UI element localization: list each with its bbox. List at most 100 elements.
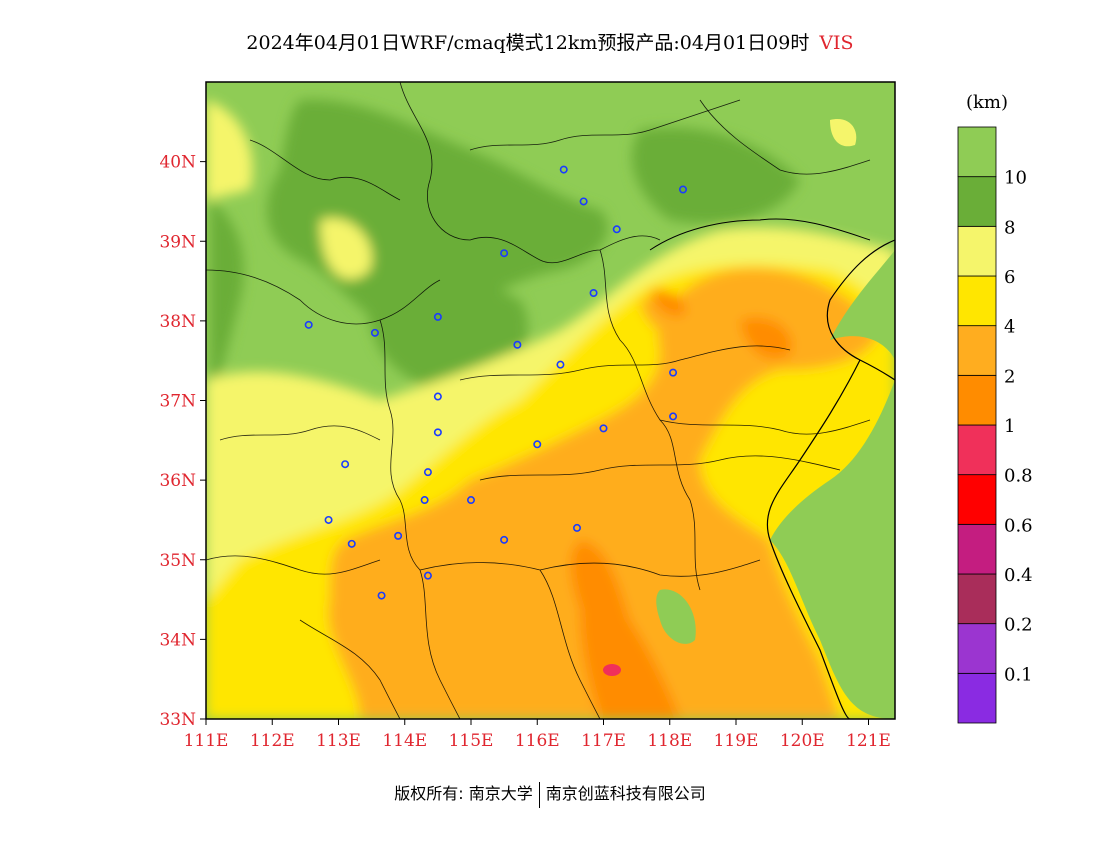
station-marker [559, 165, 568, 174]
longitude-axis: 111E 112E 113E 114E 115E 116E 117E 118E 119E 120E… [184, 719, 891, 751]
station-marker [500, 535, 509, 544]
colorbar-label: 0.6 [1004, 515, 1033, 536]
station-marker [423, 468, 432, 477]
lat-tick-label: 38N [159, 312, 196, 332]
field-small-yellow-ne [830, 119, 857, 147]
colorbar-swatch [957, 523, 997, 575]
coastline [766, 239, 895, 719]
lat-tick-label: 35N [159, 551, 196, 571]
lon-tick-label: 111E [184, 731, 229, 751]
footer: 版权所有: 南京大学 南京创蓝科技有限公司 [0, 780, 1100, 808]
colorbar-label: 1 [1004, 416, 1015, 437]
field-light-yellow-west [300, 455, 352, 510]
bohai-coast [649, 218, 871, 251]
lat-tick-label: 37N [159, 392, 196, 412]
colorbar-label: 4 [1004, 317, 1015, 338]
field-light-yellow-north [320, 218, 372, 280]
colorbar-label: 0.1 [1004, 664, 1033, 685]
station-marker [433, 428, 442, 437]
colorbar-swatch [957, 672, 997, 724]
lon-tick-label: 121E [846, 731, 891, 751]
colorbar-label: 8 [1004, 217, 1015, 238]
footer-copyright: 版权所有: 南京大学 [394, 784, 533, 803]
colorbar-unit: (km) [966, 92, 1008, 113]
station-marker [341, 460, 350, 469]
field-dark-green-west [210, 200, 244, 400]
field-dark-orange-spot [650, 289, 686, 317]
colorbar-swatch [957, 374, 997, 426]
station-marker [433, 392, 442, 401]
title-variable: VIS [819, 32, 854, 54]
field-dark-green-center [366, 250, 528, 393]
lon-tick-label: 118E [647, 731, 692, 751]
footer-separator [538, 781, 540, 808]
sea-area-east [770, 380, 895, 719]
lon-tick-label: 120E [780, 731, 825, 751]
colorbar-swatch [957, 573, 997, 625]
lat-tick-label: 39N [159, 232, 196, 252]
admin-boundaries [206, 82, 871, 719]
lon-tick-label: 114E [382, 731, 427, 751]
visibility-field [206, 82, 895, 719]
field-dark-green-ne [631, 127, 800, 224]
station-marker [533, 440, 542, 449]
colorbar-swatch [957, 623, 997, 674]
station-marker [579, 197, 588, 206]
station-marker [377, 591, 386, 600]
field-low-vis-spot [603, 664, 621, 676]
title-main: 2024年04月01日WRF/cmaq模式12km预报产品:04月01日09时 [246, 32, 810, 54]
field-dark-orange-south [570, 540, 680, 719]
lat-tick-label: 40N [159, 153, 196, 173]
lat-tick-label: 34N [159, 630, 196, 650]
colorbar-label: 10 [1004, 168, 1027, 189]
lon-tick-label: 113E [316, 731, 361, 751]
colorbar-label: 0.4 [1004, 565, 1033, 586]
lon-tick-label: 116E [515, 731, 560, 751]
lon-tick-label: 112E [250, 731, 295, 751]
station-marker [669, 368, 678, 377]
lon-tick-label: 117E [581, 731, 626, 751]
lat-tick-label: 33N [159, 710, 196, 730]
colorbar-label: 0.8 [1004, 466, 1033, 487]
station-marker [612, 225, 621, 234]
station-marker [370, 328, 379, 337]
field-orange-2-4 [328, 268, 881, 719]
colorbar-label: 2 [1004, 366, 1015, 387]
footer-company: 南京创蓝科技有限公司 [545, 784, 706, 803]
colorbar-swatch [957, 424, 997, 476]
colorbar-swatch [957, 225, 997, 277]
station-marker [394, 531, 403, 540]
colorbar-swatch [957, 126, 997, 178]
station-marker [669, 412, 678, 421]
station-marker [589, 289, 598, 298]
lat-tick-label: 36N [159, 471, 196, 491]
lon-tick-label: 115E [449, 731, 494, 751]
station-marker [304, 320, 313, 329]
station-marker [420, 496, 429, 505]
sea-area-bohai [830, 250, 895, 360]
station-marker [466, 496, 475, 505]
station-marker [433, 312, 442, 321]
lon-tick-label: 119E [714, 731, 759, 751]
map-title: 2024年04月01日WRF/cmaq模式12km预报产品:04月01日09时 V… [0, 28, 1100, 55]
station-marker [423, 571, 432, 580]
station-marker [556, 360, 565, 369]
colorbar-swatch [957, 474, 997, 525]
colorbar-swatch [957, 325, 997, 376]
station-marker [678, 185, 687, 194]
station-marker [347, 539, 356, 548]
station-marker [500, 249, 509, 258]
city-stations [304, 165, 687, 600]
field-yellow-nw [206, 100, 253, 200]
colorbar-label: 0.2 [1004, 615, 1033, 636]
station-marker [572, 523, 581, 532]
field-dark-orange-ne [740, 317, 792, 359]
colorbar: (km) 0.1 0.2 0.4 0.6 0.8 1 2 4 6 8 10 [957, 92, 1033, 724]
colorbar-swatch [957, 176, 997, 227]
latitude-axis: 33N 34N 35N 36N 37N 38N 39N 40N [159, 153, 206, 730]
station-marker [513, 340, 522, 349]
field-green-lake [656, 589, 696, 644]
colorbar-label: 6 [1004, 267, 1015, 288]
colorbar-swatch [957, 275, 997, 327]
